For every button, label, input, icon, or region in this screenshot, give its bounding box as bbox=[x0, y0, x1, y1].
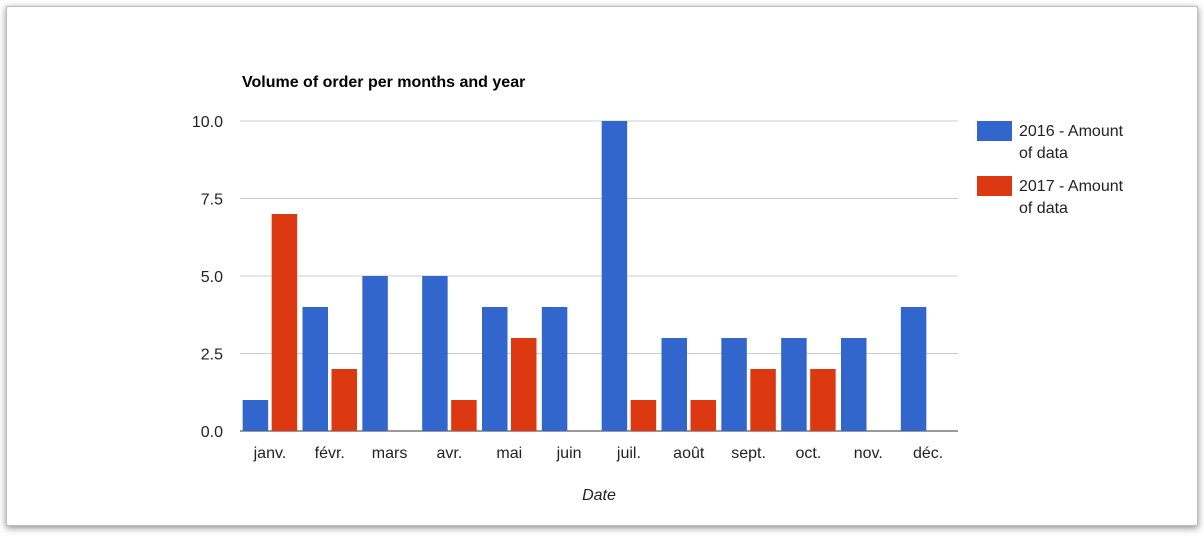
grid-lines bbox=[240, 120, 958, 432]
legend-swatch bbox=[977, 121, 1012, 141]
bars bbox=[242, 121, 927, 431]
x-tick-label: juil. bbox=[616, 445, 641, 462]
legend-label: of data bbox=[1019, 145, 1068, 162]
y-tick-label: 0.0 bbox=[201, 424, 223, 441]
bar-2016-1[interactable] bbox=[242, 400, 269, 431]
bar-2016-3[interactable] bbox=[362, 276, 388, 431]
y-tick-label: 5.0 bbox=[201, 269, 223, 286]
x-tick-label: mars bbox=[372, 445, 408, 462]
bar-2017-2[interactable] bbox=[331, 369, 358, 431]
x-tick-label: nov. bbox=[854, 445, 883, 462]
x-axis-title: Date bbox=[582, 487, 616, 504]
y-tick-label: 10.0 bbox=[192, 114, 223, 131]
bar-2017-8[interactable] bbox=[690, 400, 717, 431]
y-tick-label: 2.5 bbox=[201, 347, 223, 364]
x-tick-label: déc. bbox=[913, 445, 943, 462]
x-tick-label: avr. bbox=[437, 445, 463, 462]
x-tick-label: oct. bbox=[796, 445, 822, 462]
x-tick-label: sept. bbox=[731, 445, 766, 462]
bar-2016-8[interactable] bbox=[661, 338, 688, 431]
bar-2017-5[interactable] bbox=[511, 338, 537, 431]
legend-label: of data bbox=[1019, 200, 1068, 217]
x-tick-label: juin bbox=[556, 445, 582, 462]
x-axis: janv. févr. mars avr. mai juin juil. août sept. o… bbox=[253, 445, 944, 462]
y-axis: 0.0 2.5 5.0 7.5 10.0 bbox=[192, 114, 223, 441]
bar-2017-10[interactable] bbox=[810, 369, 836, 431]
bar-2016-6[interactable] bbox=[541, 307, 568, 431]
x-tick-label: janv. bbox=[253, 445, 287, 462]
y-tick-label: 7.5 bbox=[201, 192, 223, 209]
bar-2016-12[interactable] bbox=[900, 307, 927, 431]
bar-2017-9[interactable] bbox=[750, 369, 776, 431]
x-tick-label: août bbox=[673, 445, 705, 462]
bar-2016-5[interactable] bbox=[482, 307, 508, 431]
bar-2016-11[interactable] bbox=[841, 338, 867, 431]
bar-2017-1[interactable] bbox=[271, 214, 298, 431]
x-tick-label: févr. bbox=[315, 445, 345, 462]
bar-2017-4[interactable] bbox=[451, 400, 477, 431]
bar-2017-7[interactable] bbox=[630, 400, 657, 431]
legend-label: 2016 - Amount bbox=[1019, 123, 1124, 140]
bar-2016-4[interactable] bbox=[422, 276, 448, 431]
legend-label: 2017 - Amount bbox=[1019, 178, 1124, 195]
legend-swatch bbox=[977, 176, 1012, 196]
bar-2016-2[interactable] bbox=[302, 307, 329, 431]
bar-2016-9[interactable] bbox=[721, 338, 747, 431]
bar-2016-10[interactable] bbox=[781, 338, 807, 431]
legend: 2016 - Amount of data 2017 - Amount of data bbox=[977, 121, 1124, 217]
chart-title: Volume of order per months and year bbox=[242, 74, 525, 91]
x-tick-label: mai bbox=[496, 445, 522, 462]
bar-2016-7[interactable] bbox=[601, 121, 628, 431]
